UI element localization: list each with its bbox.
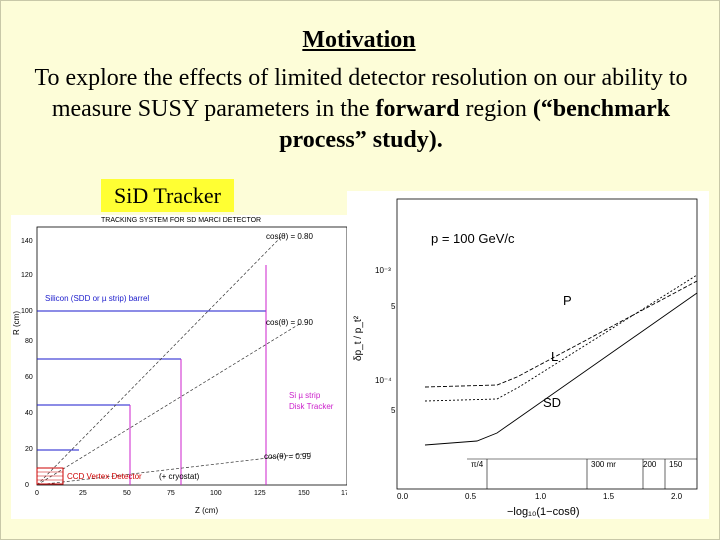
resolution-x-ticks: 0.0 0.5 1.0 1.5 2.0 [397, 492, 683, 501]
curve-l [424, 274, 698, 402]
ccd-vertex-label: CCD Vertex Detector [67, 472, 142, 481]
cos-090-label: cos(θ) = 0.90 [266, 318, 313, 327]
angle-label-150: 150 [669, 460, 683, 469]
resolution-ytick-1e-4: 10⁻⁴ [375, 376, 392, 385]
angle-label-200: 200 [643, 460, 657, 469]
tracker-y-axis-label: R (cm) [12, 311, 21, 335]
curve-label-p: P [563, 293, 572, 308]
resolution-y-ticks: 10⁻³ 5 10⁻⁴ 5 [375, 266, 396, 415]
resolution-x-axis-label: −log₁₀(1−cosθ) [507, 506, 579, 518]
resolution-ytick-5b: 5 [391, 406, 396, 415]
tracker-xtick-150: 150 [298, 490, 310, 497]
angle-labels: π/4 300 mr 200 150 [471, 460, 683, 469]
tracker-x-axis-label: Z (cm) [195, 506, 218, 515]
cos-099-line [36, 452, 312, 486]
tracker-xtick-100: 100 [210, 490, 222, 497]
cos-099-label: cos(θ) = 0.99 [264, 452, 311, 461]
barrel-label: Silicon (SDD or µ strip) barrel [45, 294, 149, 303]
tracker-xtick-75: 75 [167, 490, 175, 497]
body-text-bold-forward: forward [375, 96, 460, 122]
angle-reference-lines [467, 458, 697, 489]
cos-theta-labels: cos(θ) = 0.80 cos(θ) = 0.90 cos(θ) = 0.9… [264, 232, 313, 461]
resolution-xtick-0: 0.0 [397, 492, 409, 501]
tracker-xtick-50: 50 [123, 490, 131, 497]
momentum-label: p = 100 GeV/c [431, 231, 515, 246]
resolution-curves [424, 274, 698, 446]
resolution-xtick-15: 1.5 [603, 492, 615, 501]
momentum-resolution-svg: 10⁻³ 5 10⁻⁴ 5 δp_t / p_t² 0.0 0.5 1.0 1.… [353, 198, 698, 518]
tracker-xtick-175: 175 [341, 490, 351, 497]
tracker-plot-frame [36, 226, 348, 486]
disk-tracker-label-1: Si µ strip [289, 391, 321, 400]
curve-sd [424, 292, 698, 446]
barrel-layers [37, 310, 266, 451]
angle-label-300mr: 300 mr [591, 460, 616, 469]
tracker-figure-header: TRACKING SYSTEM FOR SD MARCI DETECTOR [101, 217, 261, 224]
resolution-xtick-05: 0.5 [465, 492, 477, 501]
tracker-ytick-20: 20 [25, 446, 33, 453]
cos-080-line [36, 236, 282, 486]
angle-label-pi4: π/4 [471, 460, 484, 469]
tracker-layout-svg: TRACKING SYSTEM FOR SD MARCI DETECTOR 0 … [12, 217, 351, 515]
resolution-xtick-20: 2.0 [671, 492, 683, 501]
momentum-resolution-figure: 10⁻³ 5 10⁻⁴ 5 δp_t / p_t² 0.0 0.5 1.0 1.… [347, 191, 709, 519]
curve-label-sd: SD [543, 395, 561, 410]
ccd-vertex-layers [37, 471, 63, 481]
cos-080-label: cos(θ) = 0.80 [266, 232, 313, 241]
cos-090-line [36, 322, 302, 486]
tracker-ytick-80: 80 [25, 338, 33, 345]
tracker-ytick-0: 0 [25, 482, 29, 489]
tracker-y-ticks: 0 20 40 60 80 100 120 140 [21, 238, 33, 489]
tracker-layout-figure: TRACKING SYSTEM FOR SD MARCI DETECTOR 0 … [11, 215, 351, 519]
disk-layers [129, 265, 267, 485]
resolution-plot-frame [396, 198, 698, 490]
resolution-ytick-5a: 5 [391, 302, 396, 311]
ccd-cryostat-label: (+ cryostat) [159, 472, 200, 481]
disk-tracker-label-2: Disk Tracker [289, 402, 334, 411]
slide-body-text: To explore the effects of limited detect… [31, 63, 691, 156]
tracker-ytick-60: 60 [25, 374, 33, 381]
body-text-part-2: region [459, 96, 533, 122]
resolution-ytick-1e-3: 10⁻³ [375, 266, 391, 275]
tracker-xtick-0: 0 [35, 490, 39, 497]
sid-tracker-label: SiD Tracker [101, 179, 234, 212]
curve-p [424, 280, 698, 388]
tracker-ytick-40: 40 [25, 410, 33, 417]
tracker-ytick-100: 100 [21, 308, 33, 315]
tracker-xtick-125: 125 [254, 490, 266, 497]
curve-labels: P L SD [543, 293, 572, 410]
tracker-ytick-140: 140 [21, 238, 33, 245]
tracker-x-ticks: 0 25 50 75 100 125 150 175 [35, 490, 351, 497]
curve-label-l: L [551, 349, 558, 364]
resolution-xtick-10: 1.0 [535, 492, 547, 501]
resolution-y-axis-label: δp_t / p_t² [353, 315, 364, 361]
body-text-part-1: To explore the effects of limited detect… [34, 65, 688, 122]
body-text-bold-benchmark: (“benchmark process” study). [279, 96, 671, 153]
slide-title: Motivation [302, 27, 416, 53]
tracker-ytick-120: 120 [21, 272, 33, 279]
tracker-xtick-25: 25 [79, 490, 87, 497]
cos-theta-lines [36, 236, 312, 486]
